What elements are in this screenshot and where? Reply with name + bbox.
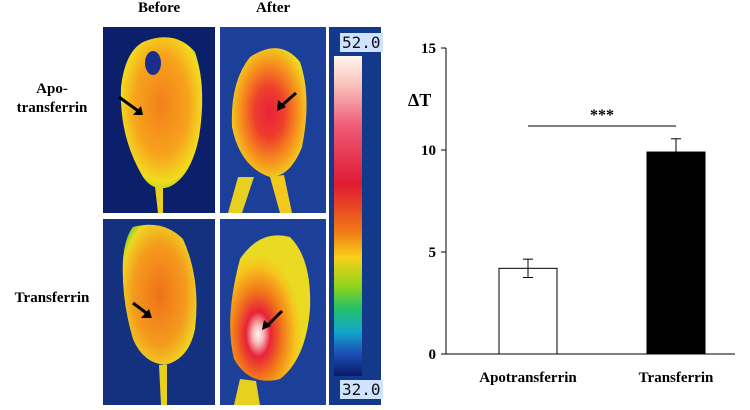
scale-min-label: 32.0 bbox=[340, 380, 383, 399]
y-axis-label: ΔT bbox=[408, 90, 431, 110]
row-label-transferrin: Transferrin bbox=[14, 290, 90, 306]
x-tick-label: Transferrin bbox=[639, 370, 714, 386]
bar-transferrin bbox=[646, 151, 706, 355]
thermal-image-transferrin-after bbox=[220, 219, 326, 405]
row-label-apotransferrin: Apo- transferrin bbox=[2, 80, 102, 118]
bar-apotransferrin bbox=[498, 267, 558, 355]
y-tick-label: 15 bbox=[421, 41, 436, 57]
scale-max-label: 52.0 bbox=[340, 33, 383, 52]
y-tick-label: 0 bbox=[429, 347, 437, 363]
column-label-before: Before bbox=[138, 0, 181, 16]
x-tick-label: Apotransferrin bbox=[479, 370, 577, 386]
row-label-apotransferrin-line2: transferrin bbox=[16, 100, 88, 116]
row-label-apotransferrin-line1: Apo- bbox=[36, 81, 68, 97]
column-label-after: After bbox=[256, 0, 291, 16]
y-tick-label: 10 bbox=[421, 143, 436, 159]
thermal-image-apo-after bbox=[220, 27, 326, 213]
thermal-image-apo-before bbox=[103, 27, 215, 213]
y-tick-label: 5 bbox=[429, 245, 437, 261]
bar-chart: ΔT 0 5 10 15 Apotransferrin Transferrin *** bbox=[408, 41, 735, 386]
significance-label: *** bbox=[590, 107, 614, 124]
thermal-image-transferrin-before bbox=[103, 219, 215, 405]
temperature-scale-gradient bbox=[334, 56, 362, 376]
